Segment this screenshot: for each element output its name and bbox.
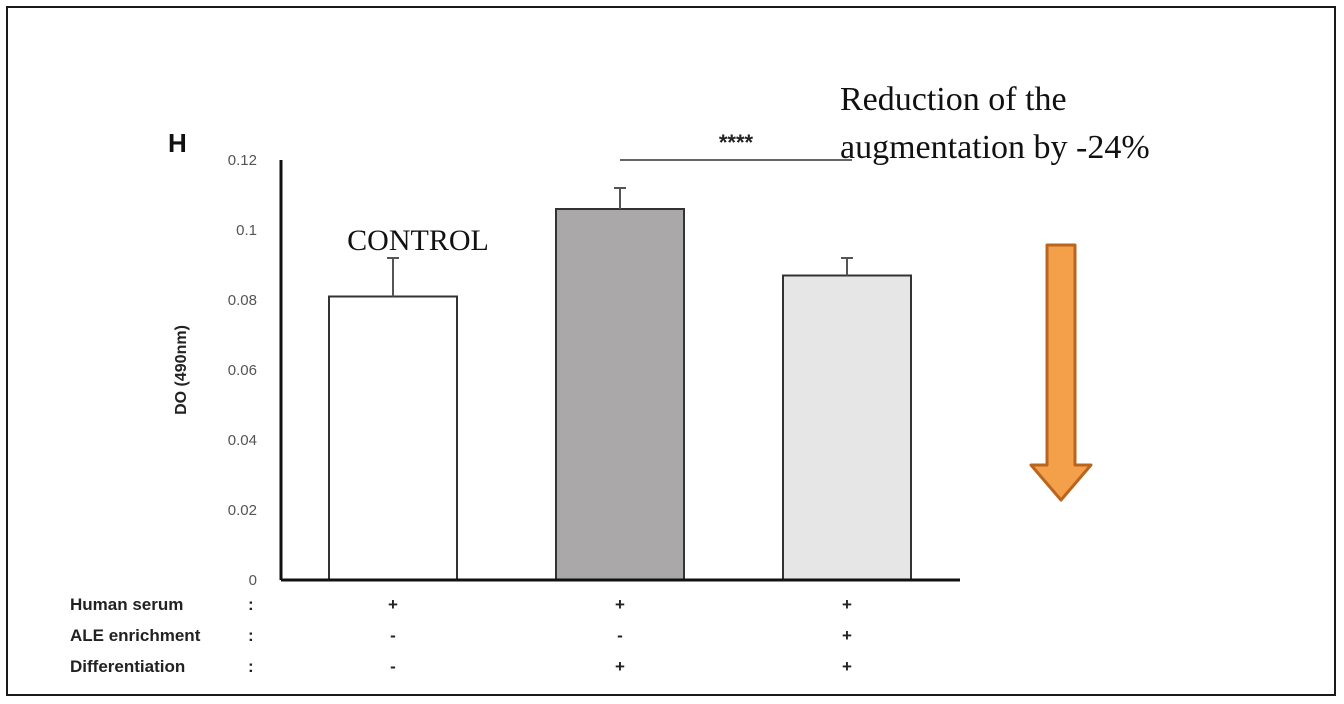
- bar-1: [328, 295, 458, 581]
- condition-colon: :: [248, 657, 254, 676]
- y-tick-label: 0.1: [236, 222, 257, 239]
- condition-table: Human serum: + + + ALE enrichment: - - + Differe…: [70, 595, 852, 676]
- condition-mark: +: [842, 626, 852, 645]
- y-tick-label: 0.04: [228, 432, 257, 449]
- condition-label: Differentiation: [70, 657, 185, 676]
- y-tick-label: 0.06: [228, 362, 257, 379]
- y-tick-labels: 0 0.02 0.04 0.06 0.08 0.1 0.12: [228, 152, 257, 589]
- y-tick-label: 0: [249, 572, 257, 589]
- down-arrow-icon: [1029, 243, 1093, 502]
- y-tick-label: 0.02: [228, 502, 257, 519]
- condition-colon: :: [248, 595, 254, 614]
- control-bar-label: CONTROL: [347, 224, 489, 257]
- condition-label: ALE enrichment: [70, 626, 201, 645]
- y-tick-label: 0.12: [228, 152, 257, 169]
- condition-mark: +: [388, 595, 398, 614]
- condition-mark: +: [842, 595, 852, 614]
- y-tick-label: 0.08: [228, 292, 257, 309]
- condition-mark: -: [390, 626, 396, 645]
- error-bars: [387, 187, 853, 297]
- condition-colon: :: [248, 626, 254, 645]
- panel-label: H: [168, 128, 187, 158]
- significance-stars: ****: [719, 130, 754, 155]
- bars: [328, 208, 912, 581]
- condition-label: Human serum: [70, 595, 183, 614]
- condition-mark: -: [617, 626, 623, 645]
- bar-2: [555, 208, 685, 581]
- condition-mark: +: [615, 595, 625, 614]
- condition-mark: +: [842, 657, 852, 676]
- condition-mark: +: [615, 657, 625, 676]
- y-axis-label: DO (490nm): [173, 325, 190, 415]
- annotation-line-2: augmentation by -24%: [840, 129, 1150, 166]
- condition-mark: -: [390, 657, 396, 676]
- annotation-line-1: Reduction of the: [840, 81, 1067, 118]
- bar-3: [782, 274, 912, 581]
